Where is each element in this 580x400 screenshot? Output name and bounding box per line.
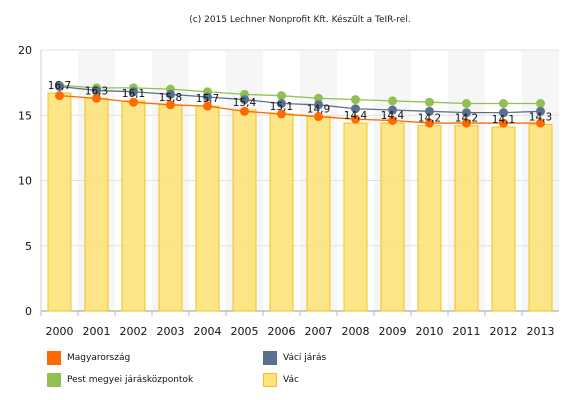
point-vaci-jaras-2005 <box>240 95 249 105</box>
point-pest-megyei-2007 <box>314 93 323 103</box>
y-tick-label-15: 15 <box>18 109 32 122</box>
data-label-vac-2000: 16,7 <box>48 80 71 92</box>
point-vaci-jaras-2012 <box>499 108 508 118</box>
x-tick-label-2011: 2011 <box>453 325 481 338</box>
credit-text: (c) 2015 Lechner Nonprofit Kft. Készült … <box>189 14 410 25</box>
bar-vac-2000 <box>47 92 72 312</box>
x-tick-label-2005: 2005 <box>231 325 259 338</box>
x-tick-label-2001: 2001 <box>83 325 111 338</box>
bar-vac-2007 <box>306 116 331 312</box>
bar-vac-2006 <box>269 113 294 312</box>
point-vaci-jaras-2008 <box>351 104 360 114</box>
data-label-vac-2005: 15,4 <box>233 97 257 109</box>
x-tick-label-2002: 2002 <box>120 325 148 338</box>
line-series <box>55 80 545 128</box>
point-pest-megyei-2006 <box>277 91 286 101</box>
x-tick-label-2007: 2007 <box>305 325 333 338</box>
point-vaci-jaras-2011 <box>462 108 471 118</box>
line-magyarorszag <box>59 95 541 124</box>
x-tick-label-2013: 2013 <box>527 325 555 338</box>
x-tick-label-2003: 2003 <box>157 325 185 338</box>
point-magyarorszag-2002 <box>129 97 138 107</box>
point-vaci-jaras-2010 <box>425 106 434 116</box>
data-label-vac-2009: 14,4 <box>381 110 405 122</box>
point-magyarorszag-2009 <box>388 115 397 125</box>
x-tick-label-2000: 2000 <box>46 325 74 338</box>
data-label-vac-2001: 16,3 <box>85 85 108 97</box>
point-vaci-jaras-2003 <box>166 89 175 99</box>
y-tick-label-0: 0 <box>25 305 32 318</box>
bar-vac-2001 <box>84 97 109 312</box>
point-vaci-jaras-2001 <box>92 85 101 95</box>
bar-vac-2002 <box>121 100 146 312</box>
bar-vac-2012 <box>491 126 516 312</box>
point-pest-megyei-2008 <box>351 95 360 105</box>
bar-vac-2009 <box>380 122 405 312</box>
point-vaci-jaras-2002 <box>129 87 138 97</box>
point-vaci-jaras-2006 <box>277 99 286 109</box>
point-magyarorszag-2008 <box>351 114 360 124</box>
line-vaci-jaras <box>59 85 541 114</box>
x-tick-label-2010: 2010 <box>416 325 444 338</box>
data-labels: 16,7 16,3 16,1 15,8 15,7 15,4 15,1 14,9 14,4 14,4… <box>48 80 552 126</box>
point-pest-megyei-2013 <box>536 99 545 109</box>
point-magyarorszag-2005 <box>240 106 249 116</box>
point-magyarorszag-2010 <box>425 118 434 128</box>
x-tick-label-2009: 2009 <box>379 325 407 338</box>
point-vaci-jaras-2013 <box>536 106 545 116</box>
point-pest-megyei-2012 <box>499 99 508 109</box>
point-magyarorszag-2000 <box>55 91 64 101</box>
data-label-vac-2002: 16,1 <box>122 88 145 100</box>
x-tick-label-2012: 2012 <box>490 325 518 338</box>
axes: 0 5 10 15 20 2000 2001 2002 2003 2004 2005 2006 2007… <box>18 44 555 338</box>
bar-vac-2011 <box>454 125 479 312</box>
point-magyarorszag-2003 <box>166 100 175 110</box>
y-tick-label-10: 10 <box>18 175 32 188</box>
bar-vac-2005 <box>232 109 257 312</box>
point-magyarorszag-2006 <box>277 109 286 119</box>
x-tick-label-2006: 2006 <box>268 325 296 338</box>
data-label-vac-2013: 14,3 <box>529 111 552 123</box>
point-vaci-jaras-2004 <box>203 92 212 102</box>
bar-vac-2013 <box>528 123 553 312</box>
y-tick-label-20: 20 <box>18 44 32 57</box>
data-label-vac-2012: 14,1 <box>492 114 515 126</box>
bar-vac-2003 <box>158 104 183 312</box>
y-tick-label-5: 5 <box>25 240 32 253</box>
x-tick-label-2004: 2004 <box>194 325 222 338</box>
bar-vac-2010 <box>417 125 442 312</box>
point-magyarorszag-2011 <box>462 118 471 128</box>
x-tick-label-2008: 2008 <box>342 325 370 338</box>
point-vaci-jaras-2007 <box>314 100 323 110</box>
point-magyarorszag-2013 <box>536 118 545 128</box>
data-label-vac-2011: 14,2 <box>455 113 478 125</box>
data-label-vac-2006: 15,1 <box>270 101 293 113</box>
point-magyarorszag-2012 <box>499 118 508 128</box>
point-pest-megyei-2009 <box>388 96 397 106</box>
data-label-vac-2003: 15,8 <box>159 92 182 104</box>
point-magyarorszag-2007 <box>314 112 323 122</box>
point-vaci-jaras-2000 <box>55 82 64 92</box>
point-magyarorszag-2001 <box>92 93 101 103</box>
point-pest-megyei-2010 <box>425 97 434 107</box>
data-label-vac-2008: 14,4 <box>344 110 368 122</box>
data-label-vac-2004: 15,7 <box>196 93 219 105</box>
data-label-vac-2010: 14,2 <box>418 113 441 125</box>
point-vaci-jaras-2009 <box>388 105 397 115</box>
line-pest-megyei <box>59 84 541 105</box>
bar-vac-2004 <box>195 105 220 312</box>
data-label-vac-2007: 14,9 <box>307 104 330 116</box>
bar-series-vac <box>47 92 553 312</box>
point-magyarorszag-2004 <box>203 101 212 111</box>
bar-vac-2008 <box>343 122 368 312</box>
point-pest-megyei-2011 <box>462 99 471 109</box>
